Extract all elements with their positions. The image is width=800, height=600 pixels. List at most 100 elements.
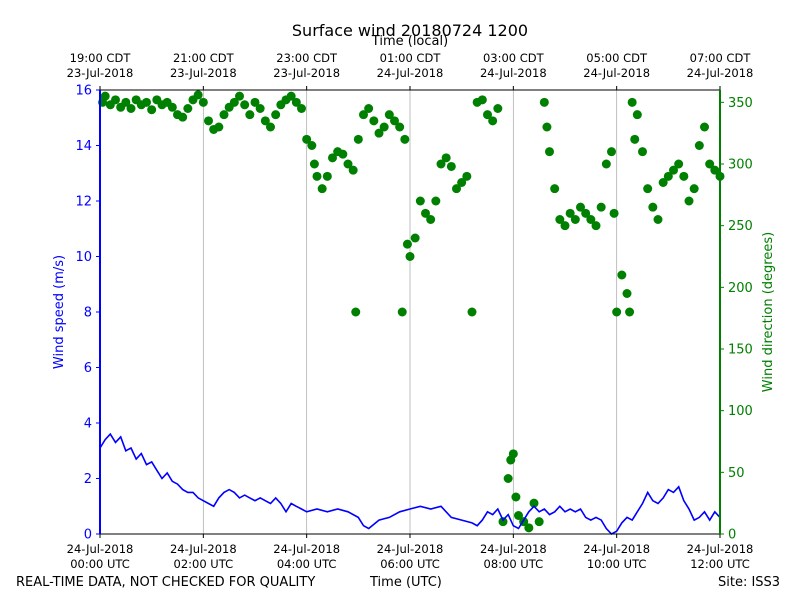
wind-direction-point bbox=[560, 221, 570, 231]
wind-direction-point bbox=[397, 307, 407, 317]
wind-direction-point bbox=[415, 196, 425, 206]
wind-direction-point bbox=[374, 128, 384, 138]
wind-direction-point bbox=[390, 116, 399, 126]
top-tick-date: 23-Jul-2018 bbox=[273, 66, 340, 80]
left-tick-label: 0 bbox=[84, 528, 92, 543]
wind-direction-point bbox=[142, 97, 151, 107]
wind-direction-point bbox=[121, 97, 131, 107]
wind-direction-point bbox=[477, 95, 487, 105]
bottom-axis-label: Time (UTC) bbox=[370, 575, 442, 590]
wind-direction-point bbox=[167, 102, 177, 112]
wind-direction-point bbox=[514, 511, 523, 520]
wind-direction-point bbox=[658, 178, 668, 187]
wind-direction-point bbox=[705, 159, 715, 169]
wind-direction-point bbox=[609, 208, 619, 218]
left-tick-label: 12 bbox=[75, 195, 92, 210]
wind-direction-point bbox=[338, 149, 348, 159]
wind-direction-point bbox=[348, 165, 358, 175]
top-tick-time: 05:00 CDT bbox=[586, 51, 648, 65]
wind-direction-point bbox=[581, 208, 591, 218]
wind-direction-point bbox=[627, 97, 637, 107]
wind-direction-point bbox=[421, 208, 430, 218]
top-tick-time: 03:00 CDT bbox=[483, 51, 545, 65]
wind-direction-point bbox=[193, 90, 203, 100]
wind-direction-point bbox=[576, 202, 585, 212]
right-tick-label: 250 bbox=[728, 219, 753, 234]
wind-direction-point bbox=[586, 215, 596, 224]
wind-direction-point bbox=[271, 110, 281, 120]
bottom-tick-time: 08:00 UTC bbox=[484, 557, 544, 571]
wind-direction-point bbox=[402, 239, 412, 249]
wind-direction-point bbox=[632, 110, 642, 120]
wind-direction-point bbox=[379, 122, 389, 132]
left-axis-ticks: 0 2 4 6 8 10 12 14 16 bbox=[75, 84, 100, 543]
wind-direction-point bbox=[663, 171, 673, 181]
bottom-tick-time: 10:00 UTC bbox=[587, 557, 647, 571]
wind-direction-point bbox=[351, 307, 361, 317]
wind-direction-point bbox=[343, 159, 353, 169]
wind-direction-point bbox=[198, 97, 208, 107]
wind-direction-point bbox=[539, 97, 549, 107]
top-tick-date: 24-Jul-2018 bbox=[687, 66, 754, 80]
bottom-tick-date: 24-Jul-2018 bbox=[687, 542, 754, 556]
wind-direction-point bbox=[524, 523, 534, 533]
wind-direction-point bbox=[353, 134, 363, 144]
wind-direction-point bbox=[612, 307, 622, 317]
top-tick-time: 23:00 CDT bbox=[276, 51, 338, 65]
wind-direction-point bbox=[286, 91, 296, 101]
top-tick-date: 24-Jul-2018 bbox=[583, 66, 650, 80]
wind-direction-point bbox=[545, 147, 554, 157]
wind-direction-point bbox=[364, 104, 374, 113]
wind-direction-point bbox=[648, 202, 658, 212]
right-axis-ticks: 0 50 100 150 200 250 300 350 bbox=[720, 96, 753, 543]
wind-direction-point bbox=[630, 134, 640, 144]
wind-direction-point bbox=[219, 110, 229, 120]
wind-direction-point bbox=[410, 233, 420, 243]
left-tick-label: 14 bbox=[75, 139, 92, 154]
wind-direction-point bbox=[235, 91, 244, 101]
wind-direction-point bbox=[100, 91, 110, 101]
left-tick-label: 6 bbox=[84, 361, 92, 376]
wind-direction-point bbox=[322, 171, 332, 181]
wind-direction-point bbox=[643, 184, 653, 194]
wind-direction-point bbox=[405, 252, 415, 261]
left-tick-label: 16 bbox=[75, 84, 92, 99]
wind-direction-point bbox=[204, 116, 213, 126]
wind-direction-point bbox=[669, 165, 678, 175]
wind-direction-point bbox=[467, 307, 477, 317]
bottom-tick-time: 06:00 UTC bbox=[380, 557, 440, 571]
wind-direction-point bbox=[493, 104, 503, 113]
wind-direction-point bbox=[498, 517, 508, 527]
wind-direction-point bbox=[111, 95, 120, 105]
right-tick-label: 350 bbox=[728, 96, 753, 111]
wind-direction-point bbox=[694, 141, 704, 150]
top-axis-label: Time (local) bbox=[371, 34, 449, 49]
right-axis-label: Wind direction (degrees) bbox=[761, 232, 776, 392]
wind-direction-point bbox=[400, 134, 410, 144]
wind-direction-point bbox=[555, 215, 565, 224]
bottom-tick-date: 24-Jul-2018 bbox=[377, 542, 444, 556]
wind-direction-point bbox=[441, 153, 451, 163]
wind-direction-point bbox=[240, 100, 250, 110]
wind-direction-point bbox=[607, 147, 616, 157]
bottom-tick-date: 24-Jul-2018 bbox=[480, 542, 547, 556]
wind-direction-point bbox=[689, 184, 699, 194]
wind-direction-point bbox=[126, 104, 136, 113]
wind-direction-point bbox=[214, 122, 224, 132]
left-tick-label: 2 bbox=[84, 472, 92, 487]
wind-direction-point bbox=[700, 122, 709, 132]
wind-direction-point bbox=[260, 116, 270, 126]
wind-direction-point bbox=[309, 159, 319, 169]
wind-direction-point bbox=[542, 122, 552, 132]
wind-direction-point bbox=[638, 147, 647, 157]
wind-direction-point bbox=[178, 112, 188, 122]
wind-direction-point bbox=[255, 104, 265, 113]
right-tick-label: 200 bbox=[728, 281, 753, 296]
wind-direction-point bbox=[436, 159, 446, 169]
top-tick-time: 07:00 CDT bbox=[690, 51, 752, 65]
wind-direction-point bbox=[625, 307, 635, 317]
wind-direction-point bbox=[596, 202, 606, 212]
wind-direction-point bbox=[653, 215, 663, 224]
wind-direction-point bbox=[426, 215, 436, 224]
